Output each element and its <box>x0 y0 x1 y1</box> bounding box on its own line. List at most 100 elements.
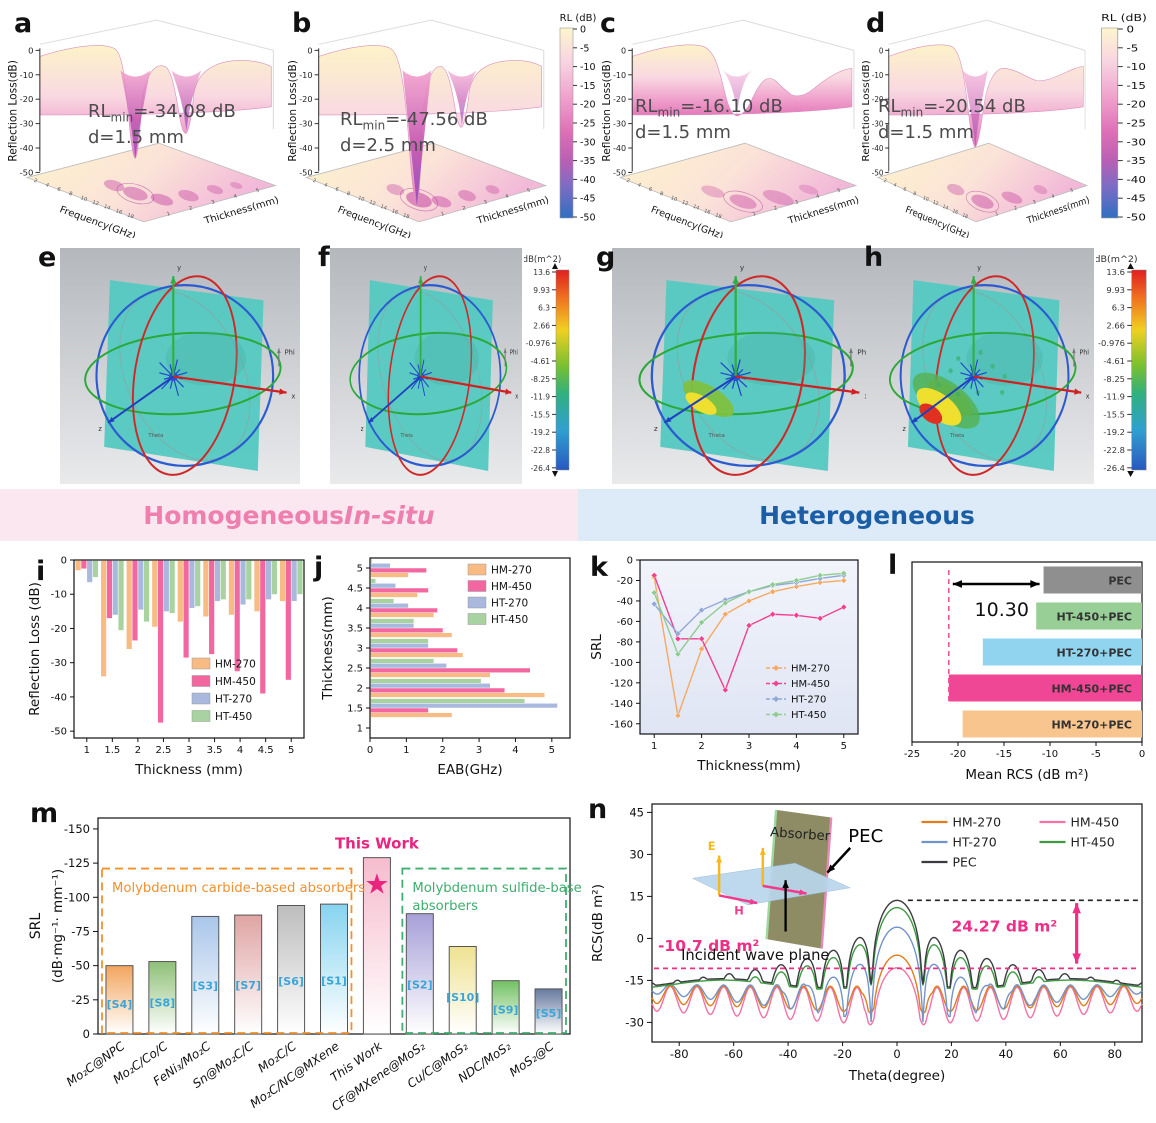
pattern-glow <box>966 331 1043 386</box>
colorbar-min-arrow-icon <box>552 471 558 477</box>
thick-tick: 1 <box>752 211 757 218</box>
axis-letter-x: x <box>291 393 295 401</box>
x-axis-title: Thickness(mm) <box>696 758 801 774</box>
marker-HT-450 <box>745 588 753 596</box>
rcs-colorbar: dB(m^2) 13.6 9.93 6.3 2.66 -0.976 -4.61 -8.25 -1… <box>1096 255 1147 477</box>
x-tick-label: 5 <box>288 745 294 756</box>
freq-tick: 4 <box>323 182 328 189</box>
thick-tick: 5 <box>255 188 260 195</box>
bar-HT-450 <box>370 698 525 704</box>
marker-HT-450 <box>674 650 682 658</box>
rcs-colorbar-tick: 6.3 <box>1112 304 1125 312</box>
y-tick-label: -50 <box>51 727 67 738</box>
rl-colorbar-tick: -25 <box>1127 118 1146 129</box>
z-tick-label: 0 <box>879 46 884 56</box>
surface-plot-a: 0 -10 -20 -30 -40 -50 Reflection Loss(dB) Frequ… <box>8 8 284 238</box>
legend-label: PEC <box>953 855 977 870</box>
x-tick-label: 4 <box>237 745 243 756</box>
legend-label: HM-450 <box>215 676 256 688</box>
x-axis-title: Theta(degree) <box>848 1068 946 1084</box>
bar-label: HT-450+PEC <box>1057 611 1133 624</box>
banner-homogeneous: Homogeneous In-situ <box>0 489 578 541</box>
z-tick-label: 0 <box>307 45 312 55</box>
rcs-colorbar-tick: -11.9 <box>531 393 551 402</box>
reference-label: [S4] <box>107 998 133 1011</box>
arrow-head-icon <box>170 276 177 284</box>
thick-tick: 1 <box>440 211 445 218</box>
annotation-a: RLmin=-34.08 dB d=1.5 mm <box>88 101 236 149</box>
radiation-plot-e: y x z Phi Theta <box>60 248 300 484</box>
bar-HT-270 <box>240 560 246 605</box>
legend-swatch <box>191 692 211 705</box>
delta-annotation: 10.30 <box>975 599 1029 621</box>
arrow-head-icon <box>732 276 739 284</box>
z-tick-label: -20 <box>613 95 626 104</box>
rcs-colorbar-tick: 2.66 <box>533 321 550 330</box>
bar-NDC/MoS₂ <box>491 980 520 1035</box>
bar-This Work <box>362 857 391 1035</box>
rl-colorbar-tick: -30 <box>1127 136 1147 147</box>
bar-HT-270 <box>370 603 409 608</box>
thick-tick: 5 <box>526 188 531 195</box>
bar-HM-450 <box>370 688 505 693</box>
marker-HM-450 <box>721 686 729 694</box>
reference-label: [S2] <box>407 978 433 991</box>
bar-Mo₂C/Co/C <box>148 961 177 1035</box>
bar-HM-450 <box>209 560 215 655</box>
y-tick-label: 45 <box>629 805 644 819</box>
e-field-label: E <box>708 839 716 853</box>
axis-letter-y: y <box>177 264 181 272</box>
marker-HT-450 <box>721 599 729 607</box>
y-axis-title-1: SRL <box>28 913 44 940</box>
rl-colorbar-tick: -35 <box>580 156 596 167</box>
surface-sheet <box>888 44 1084 148</box>
legend-swatch <box>191 675 211 687</box>
bar-HM-450 <box>260 560 266 694</box>
arrow-head-icon <box>782 880 789 889</box>
x-tick-label: -5 <box>1091 749 1101 760</box>
surface-sheet <box>39 45 272 159</box>
lobe-red-tip <box>919 403 943 424</box>
bar-HM-450 <box>234 560 240 672</box>
bar-HM-270 <box>75 560 81 571</box>
radiation-3d-e: y x z Phi Theta <box>60 248 300 484</box>
arrow-head-icon <box>749 898 758 905</box>
thick-tick: 5 <box>837 188 842 195</box>
freq-tick: 8 <box>346 191 351 198</box>
y-tick-label: 30 <box>629 847 644 861</box>
legend-label: HT-450 <box>215 711 252 723</box>
freq-tick: 2 <box>883 178 888 185</box>
rcs-colorbar-tick: 2.66 <box>1106 322 1125 330</box>
surface-dip <box>120 70 151 159</box>
bar-HM-270 <box>370 592 418 598</box>
reference-label: [S5] <box>536 1007 562 1020</box>
y-tick-label: 4.5 <box>347 584 363 595</box>
bar-HM-450 <box>370 648 458 653</box>
freq-tick: 14 <box>692 204 700 212</box>
this-work-label: This Work <box>335 835 420 853</box>
legend-label: HT-270 <box>215 694 252 706</box>
marker-HT-450 <box>650 589 658 597</box>
bar-HT-450 <box>370 578 376 584</box>
reference-label: [S1] <box>321 975 347 988</box>
thick-tick: 2 <box>773 205 778 212</box>
rl-colorbar-tick: -10 <box>1127 61 1147 72</box>
rl-colorbar-tick: -45 <box>1127 193 1146 204</box>
chart-j-svg: 0 1 2 3 4 511.522.533.544.55EAB(GHz)Thickness… <box>320 557 571 778</box>
z-tick-label: -50 <box>299 168 312 178</box>
annotation-b: RLmin=-47.56 dB d=2.5 mm <box>340 109 488 157</box>
rl-colorbar-tick: -50 <box>1127 212 1147 223</box>
h-field-label: H <box>734 903 744 917</box>
rcs-colorbar-tick: -15.5 <box>531 410 551 419</box>
bar-HT-270 <box>370 663 447 668</box>
reference-label: [S3] <box>192 979 218 992</box>
surface-plot-d: 0 -10 -20 -30 -40 -50 Reflection Loss(dB) Frequ… <box>862 8 1094 238</box>
bar-PEC <box>1043 566 1142 594</box>
freq-tick: 4 <box>637 182 642 189</box>
bar-HT-270 <box>370 583 396 588</box>
x-tick-label: 3 <box>476 745 482 756</box>
arrow-head-icon <box>716 855 723 863</box>
bar-HT-270 <box>189 560 195 608</box>
thick-tick: 5 <box>1070 187 1074 194</box>
